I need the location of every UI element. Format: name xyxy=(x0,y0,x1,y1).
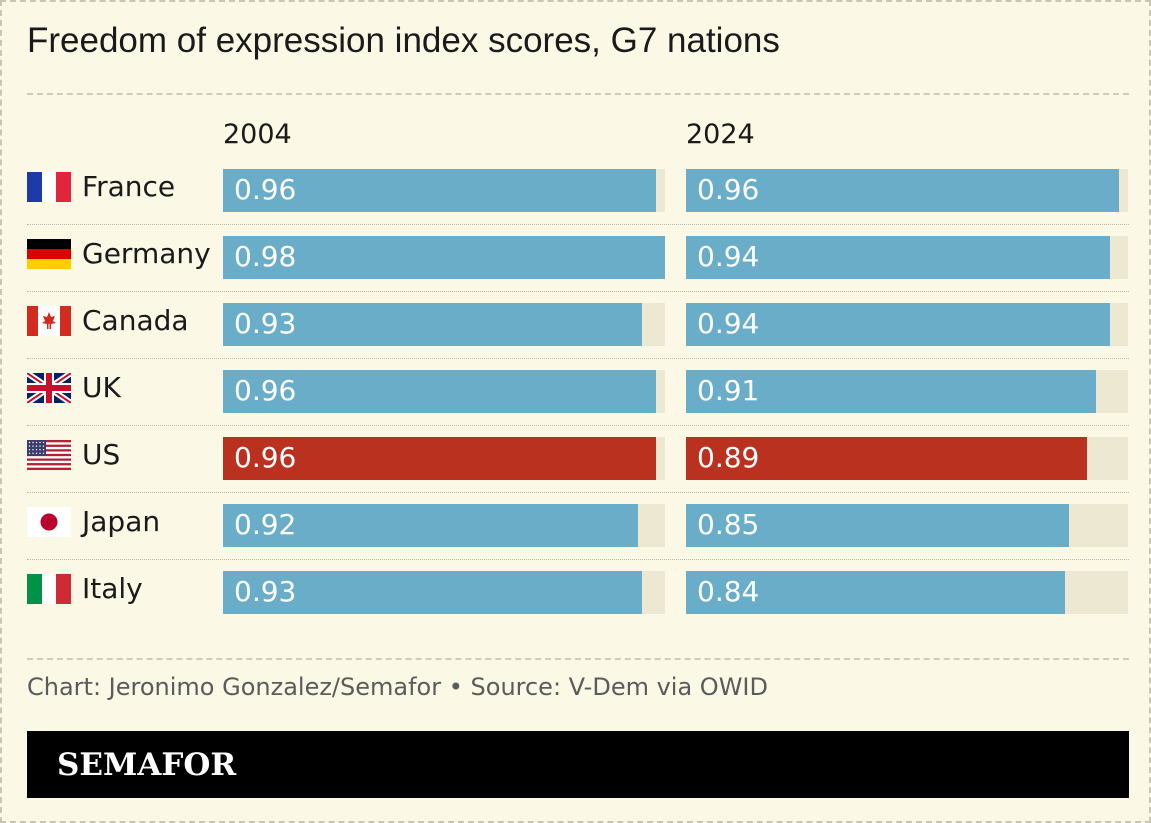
france-flag-icon xyxy=(27,172,71,202)
country-label: US xyxy=(82,438,121,471)
row-separator xyxy=(27,291,1129,292)
bar-italy-2004: 0.93 xyxy=(223,571,642,614)
country-label: Japan xyxy=(82,505,161,538)
row-separator xyxy=(27,492,1129,493)
country-label: Canada xyxy=(82,304,189,337)
bar-track-2024: 0.91 xyxy=(686,370,1128,413)
bar-track-2024: 0.89 xyxy=(686,437,1128,480)
data-label: 0.96 xyxy=(234,441,297,474)
bar-japan-2024: 0.85 xyxy=(686,504,1069,547)
row-separator xyxy=(27,559,1129,560)
bar-track-2004: 0.92 xyxy=(223,504,665,547)
bar-track-2024: 0.96 xyxy=(686,169,1128,212)
bar-track-2004: 0.93 xyxy=(223,303,665,346)
germany-flag-icon xyxy=(27,239,71,269)
canada-flag-icon xyxy=(27,306,71,336)
data-label: 0.93 xyxy=(234,575,297,608)
bar-track-2004: 0.98 xyxy=(223,236,665,279)
bar-germany-2004: 0.98 xyxy=(223,236,665,279)
bar-france-2024: 0.96 xyxy=(686,169,1119,212)
bar-track-2024: 0.94 xyxy=(686,236,1128,279)
column-header-2024: 2024 xyxy=(686,119,755,150)
chart-title: Freedom of expression index scores, G7 n… xyxy=(27,21,780,60)
bottom-divider xyxy=(27,658,1129,660)
data-label: 0.96 xyxy=(234,173,297,206)
bar-germany-2024: 0.94 xyxy=(686,236,1110,279)
bar-france-2004: 0.96 xyxy=(223,169,656,212)
semafor-logo: SEMAFOR xyxy=(57,747,237,783)
data-label: 0.96 xyxy=(234,374,297,407)
bar-us-2004: 0.96 xyxy=(223,437,656,480)
row-italy: Italy 0.93 0.84 xyxy=(27,571,1129,627)
bar-track-2024: 0.94 xyxy=(686,303,1128,346)
data-label: 0.94 xyxy=(697,307,760,340)
bar-italy-2024: 0.84 xyxy=(686,571,1065,614)
bar-track-2004: 0.96 xyxy=(223,370,665,413)
country-label: UK xyxy=(82,371,121,404)
row-uk: UK 0.96 0.91 xyxy=(27,370,1129,426)
country-label: Italy xyxy=(82,572,143,605)
chart-credit: Chart: Jeronimo Gonzalez/Semafor • Sourc… xyxy=(27,673,768,701)
row-france: France 0.96 0.96 xyxy=(27,169,1129,225)
row-canada: Canada 0.93 0.94 xyxy=(27,303,1129,359)
bar-japan-2004: 0.92 xyxy=(223,504,638,547)
bar-uk-2024: 0.91 xyxy=(686,370,1096,413)
uk-flag-icon xyxy=(27,373,71,403)
bar-track-2004: 0.96 xyxy=(223,437,665,480)
bar-track-2004: 0.93 xyxy=(223,571,665,614)
brand-footer: SEMAFOR xyxy=(27,731,1129,798)
data-label: 0.85 xyxy=(697,508,760,541)
bar-us-2024: 0.89 xyxy=(686,437,1087,480)
us-flag-icon xyxy=(27,440,71,470)
bar-canada-2004: 0.93 xyxy=(223,303,642,346)
row-separator xyxy=(27,358,1129,359)
row-us: US 0.96 0.89 xyxy=(27,437,1129,493)
bar-track-2024: 0.85 xyxy=(686,504,1128,547)
top-divider xyxy=(27,93,1129,95)
italy-flag-icon xyxy=(27,574,71,604)
row-separator xyxy=(27,224,1129,225)
data-label: 0.93 xyxy=(234,307,297,340)
data-label: 0.96 xyxy=(697,173,760,206)
data-label: 0.84 xyxy=(697,575,760,608)
bar-canada-2024: 0.94 xyxy=(686,303,1110,346)
country-label: France xyxy=(82,170,176,203)
row-germany: Germany 0.98 0.94 xyxy=(27,236,1129,292)
data-label: 0.89 xyxy=(697,441,760,474)
bar-track-2004: 0.96 xyxy=(223,169,665,212)
data-label: 0.94 xyxy=(697,240,760,273)
data-label: 0.98 xyxy=(234,240,297,273)
bar-uk-2004: 0.96 xyxy=(223,370,656,413)
bar-track-2024: 0.84 xyxy=(686,571,1128,614)
country-label: Germany xyxy=(82,237,211,270)
row-separator xyxy=(27,425,1129,426)
row-japan: Japan 0.92 0.85 xyxy=(27,504,1129,560)
data-label: 0.92 xyxy=(234,508,297,541)
column-header-2004: 2004 xyxy=(223,119,292,150)
japan-flag-icon xyxy=(27,507,71,537)
data-label: 0.91 xyxy=(697,374,760,407)
